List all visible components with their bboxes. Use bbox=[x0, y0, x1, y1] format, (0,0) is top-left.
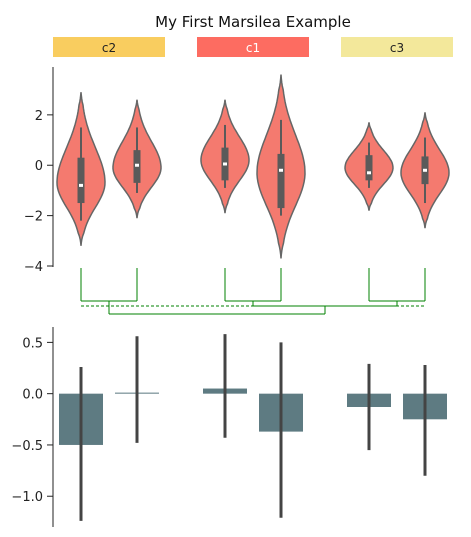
violin-y-tick-label: 2 bbox=[35, 109, 43, 124]
column-dendrogram bbox=[80, 268, 426, 315]
group-bar-c1 bbox=[197, 37, 309, 57]
violin-y-ticks: −4 −2 0 2 bbox=[24, 109, 53, 275]
bars bbox=[59, 334, 447, 521]
group-bar-c2 bbox=[53, 37, 165, 57]
bar-y-ticks: −1.0 −0.5 0.0 0.5 bbox=[11, 336, 53, 505]
bar-y-tick-label: −1.0 bbox=[11, 490, 43, 505]
violin-median bbox=[279, 168, 283, 172]
bar-y-tick-label: 0.5 bbox=[22, 336, 43, 351]
violin-y-tick-label: −2 bbox=[24, 210, 43, 225]
violin-y-tick-label: −4 bbox=[24, 260, 43, 275]
group-label-bars: c2 c1 c3 bbox=[53, 37, 453, 57]
violin-iqr-box bbox=[365, 155, 373, 181]
violin-iqr-box bbox=[277, 153, 285, 209]
bar-y-tick-label: −0.5 bbox=[11, 439, 43, 454]
group-label-c2: c2 bbox=[102, 41, 116, 55]
bar-panel: −1.0 −0.5 0.0 0.5 bbox=[11, 327, 447, 527]
group-label-c1: c1 bbox=[246, 41, 260, 55]
bar-y-tick-label: 0.0 bbox=[22, 388, 43, 403]
violins bbox=[56, 74, 450, 259]
violin-median bbox=[367, 171, 371, 175]
violin-median bbox=[79, 183, 83, 187]
violin-median bbox=[223, 162, 227, 166]
violin-iqr-box bbox=[77, 157, 85, 204]
violin-y-tick-label: 0 bbox=[35, 159, 43, 174]
violin-median bbox=[135, 163, 139, 167]
chart-title: My First Marsilea Example bbox=[155, 13, 351, 31]
group-label-c3: c3 bbox=[390, 41, 404, 55]
group-bar-c3 bbox=[341, 37, 453, 57]
violin-panel: −4 −2 0 2 bbox=[24, 67, 450, 275]
violin-median bbox=[423, 168, 427, 172]
